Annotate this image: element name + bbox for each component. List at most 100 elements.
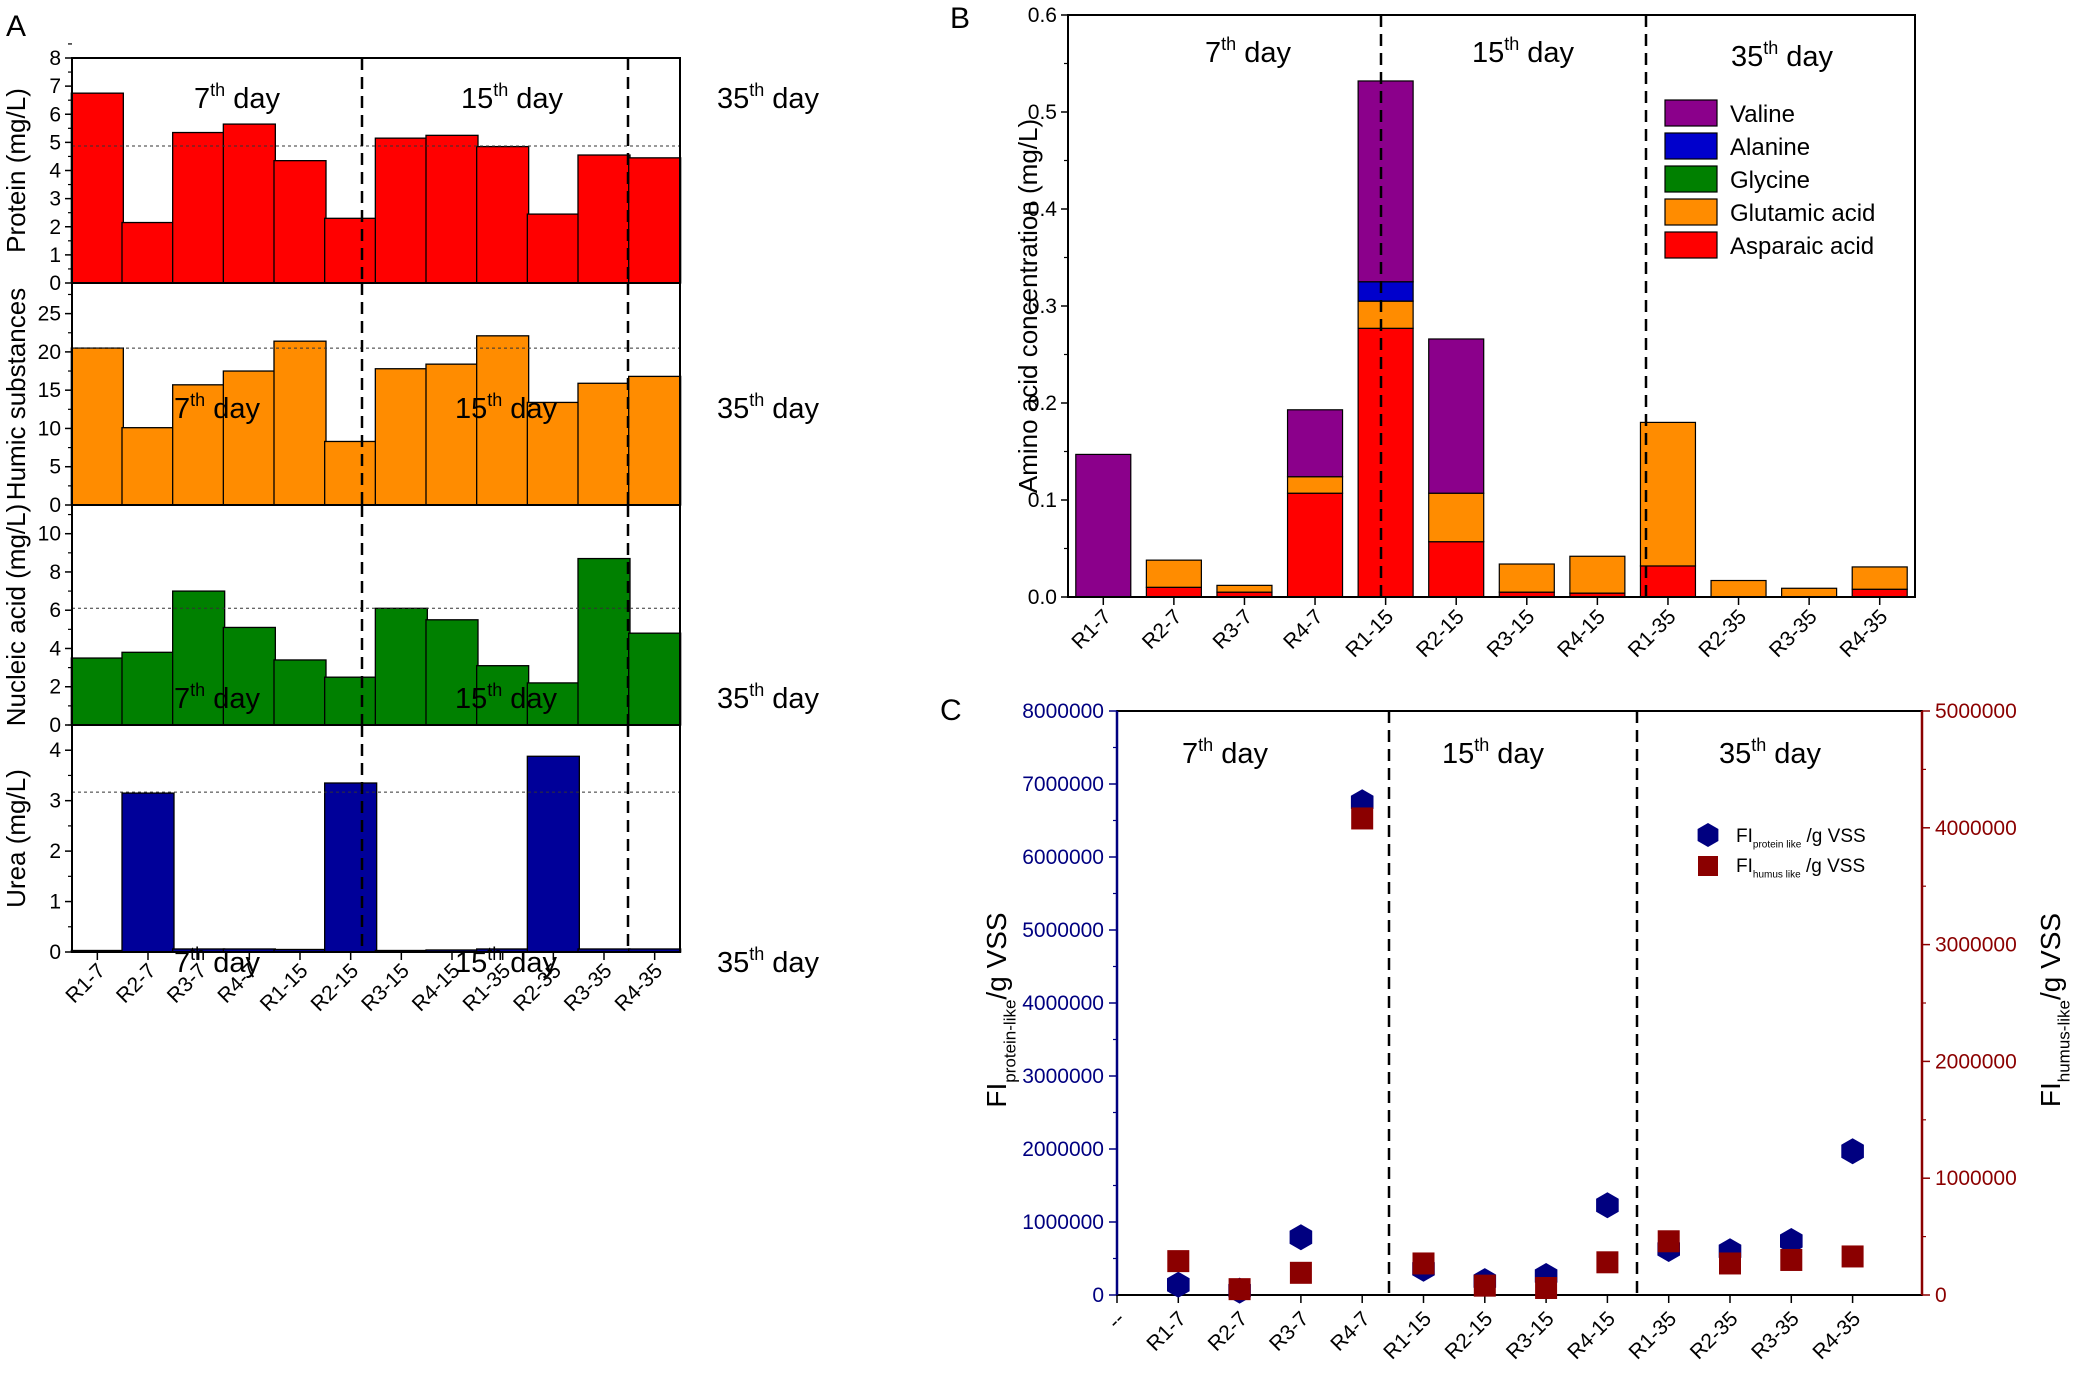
tick-label-c-left: 4000000 [1022, 992, 1104, 1015]
bar-a1-R3-15 [374, 137, 428, 284]
legend-swatch-b-glutamic-acid [1664, 198, 1718, 226]
ylabel-c-left: FIprotein-like/g VSS [981, 912, 1019, 1107]
bar-b-R3-15-glutamic-acid [1498, 563, 1555, 593]
bar-a4-R2-7 [121, 792, 175, 953]
point-humus-R3-35 [1780, 1248, 1803, 1271]
bar-a2-R3-35 [577, 382, 631, 506]
bar-a1-R1-7 [70, 92, 124, 284]
period-label-b-2: 15th day [1472, 34, 1575, 69]
category-label-c-R1-7: R1-7 [1142, 1307, 1190, 1355]
tick-label-a4: 0 [49, 941, 61, 964]
category-label-b-R2-15: R2-15 [1412, 605, 1469, 662]
tick-label-a1: 6 [49, 103, 61, 126]
period-label-a1-2: 15th day [461, 80, 564, 115]
bar-b-R4-35-glutamic-acid [1851, 566, 1908, 590]
bar-b-R4-7-asparaic-acid [1286, 492, 1344, 598]
tick-label-a2: 10 [38, 417, 61, 440]
tick-label-b: 0.4 [1028, 198, 1058, 221]
tick-label-a1: 1 [49, 244, 61, 267]
category-label-c-R2-7: R2-7 [1204, 1307, 1252, 1355]
category-label-b-R4-35: R4-35 [1836, 605, 1893, 662]
bar-a3-R1-35 [476, 665, 530, 726]
bar-b-R4-7-valine [1286, 409, 1344, 478]
legend-swatch-b-glycine [1664, 165, 1718, 193]
tick-label-a3: 0 [49, 714, 61, 737]
bar-a1-R4-7 [222, 123, 276, 284]
bar-b-R1-15-alanine [1357, 281, 1414, 302]
category-label-c-R3-7: R3-7 [1265, 1307, 1313, 1355]
bar-b-R1-35-glutamic-acid [1639, 421, 1697, 567]
bar-b-R3-35-glutamic-acid [1781, 587, 1838, 598]
category-label-a-R1-7: R1-7 [61, 959, 109, 1007]
tick-label-a1: 0 [49, 272, 61, 295]
tick-label-c-left: 8000000 [1022, 700, 1104, 723]
tick-label-a2: 20 [38, 341, 61, 364]
tick-label-a3: 10 [38, 523, 61, 546]
bar-a2-R3-15 [374, 368, 428, 506]
bar-b-R2-15-valine [1428, 338, 1485, 494]
category-label-a-R4-35: R4-35 [610, 959, 667, 1016]
category-label-b-R3-7: R3-7 [1209, 605, 1257, 653]
tick-label-c-right: 0 [1935, 1284, 1947, 1307]
period-label-a3-3: 35th day [717, 680, 820, 715]
tick-label-a1: 8 [49, 47, 61, 70]
tick-label-a1: 3 [49, 188, 61, 211]
bar-a3-R3-15 [374, 607, 428, 726]
bar-a2-R2-7 [121, 427, 175, 506]
period-label-c-1: 7th day [1182, 735, 1268, 770]
tick-label-c-left: 5000000 [1022, 919, 1104, 942]
bar-a2-R4-15 [425, 363, 479, 506]
bar-a3-R1-15 [273, 659, 327, 726]
category-label-a-R3-15: R3-15 [357, 959, 414, 1016]
legend-label-protein: FIprotein like /g VSS [1736, 826, 1866, 851]
period-label-b-1: 7th day [1205, 34, 1291, 69]
bar-b-R2-7-glutamic-acid [1145, 559, 1202, 588]
tick-label-a4: 2 [49, 840, 61, 863]
bar-a2-R2-15 [324, 440, 378, 506]
category-label-c-R4-35: R4-35 [1808, 1307, 1865, 1364]
category-label-c-R2-15: R2-15 [1441, 1307, 1498, 1364]
category-label-a-R2-7: R2-7 [112, 959, 160, 1007]
period-label-a2-2: 15th day [455, 390, 558, 425]
bar-b-R4-35-asparaic-acid [1851, 588, 1908, 598]
category-label-c-first: -- [1103, 1307, 1129, 1333]
period-label-a4-2: 15th day [455, 944, 558, 979]
bar-b-R1-15-valine [1357, 80, 1414, 283]
tick-label-b: 0.3 [1028, 295, 1057, 318]
legend-label-b-glutamic-acid: Glutamic acid [1730, 200, 1875, 227]
ylabel-a1: Protein (mg/L) [1, 88, 31, 253]
tick-label-b: 0.2 [1028, 392, 1057, 415]
tick-label-a2: 25 [38, 303, 61, 326]
tick-label-a2: 5 [49, 456, 61, 479]
bar-a3-R2-7 [121, 651, 175, 726]
category-label-b-R3-35: R3-35 [1765, 605, 1822, 662]
category-label-c-R3-35: R3-35 [1747, 1307, 1804, 1364]
panel-label-b: B [950, 2, 970, 35]
legend-label-b-alanine: Alanine [1730, 134, 1810, 161]
bar-a2-R1-7 [70, 347, 124, 506]
legend-swatch-b-alanine [1664, 132, 1718, 160]
tick-label-c-right: 1000000 [1935, 1167, 2017, 1190]
bar-a1-R1-15 [273, 160, 327, 284]
legend-swatch-b-valine [1664, 99, 1718, 127]
point-humus-R4-7 [1351, 807, 1374, 830]
category-label-a-R2-15: R2-15 [306, 959, 363, 1016]
category-label-b-R4-15: R4-15 [1553, 605, 1610, 662]
bar-a2-R1-35 [476, 335, 530, 506]
bar-b-R1-35-asparaic-acid [1639, 565, 1697, 598]
ylabel-b: Amino acid concentration (mg/L) [1013, 119, 1043, 493]
legend-label-humus: FIhumus like /g VSS [1736, 856, 1865, 881]
period-label-a2-3: 35th day [717, 390, 820, 425]
ylabel-c-right: FIhumus-like/g VSS [2035, 913, 2073, 1107]
frame-a4 [71, 724, 681, 953]
point-humus-R1-15 [1412, 1252, 1435, 1275]
tick-label-c-right: 3000000 [1935, 934, 2017, 957]
tick-label-c-right: 2000000 [1935, 1050, 2017, 1073]
period-label-a3-1: 7th day [174, 680, 260, 715]
point-protein-R3-35 [1780, 1228, 1803, 1254]
tick-label-c-left: 7000000 [1022, 773, 1104, 796]
category-label-c-R1-15: R1-15 [1379, 1307, 1436, 1364]
tick-label-c-left: 1000000 [1022, 1211, 1104, 1234]
legend-label-b-valine: Valine [1730, 101, 1795, 128]
